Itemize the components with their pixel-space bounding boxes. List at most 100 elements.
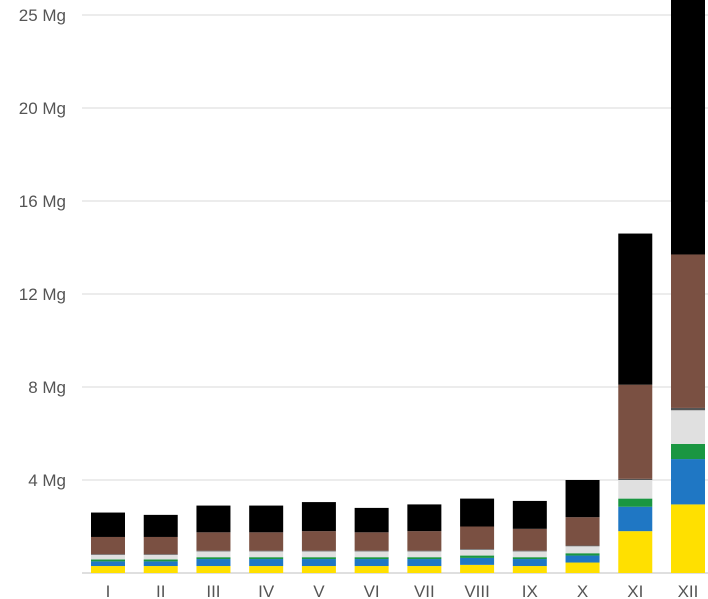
bar-segment [460, 549, 495, 556]
bar-segment [143, 536, 178, 555]
bar-segment [618, 478, 653, 480]
bar-segment [565, 555, 600, 563]
bar-segment [301, 557, 336, 560]
bar-segment [618, 531, 653, 573]
bar-segment [460, 498, 495, 527]
bar-segment [196, 559, 231, 567]
bar-segment [407, 566, 442, 573]
bar-segment [512, 551, 547, 558]
bar-segment [301, 559, 336, 567]
bar-segment [460, 555, 495, 558]
bar-segment [354, 550, 389, 552]
bar-segment [196, 557, 231, 560]
bar-segment [512, 566, 547, 573]
y-tick-label: 25 Mg [19, 6, 66, 25]
bar-segment [196, 532, 231, 551]
bar-segment [460, 526, 495, 550]
y-axis-ticks: 4 Mg 8 Mg 12 Mg 16 Mg 20 Mg 25 Mg [19, 6, 66, 490]
bar-segment [354, 557, 389, 560]
y-tick-label: 4 Mg [28, 471, 66, 490]
bar-segment [91, 554, 125, 560]
bar-segment [354, 532, 389, 551]
bar-segment [249, 559, 284, 567]
bar-segment [407, 531, 442, 551]
y-tick-label: 8 Mg [28, 378, 66, 397]
y-tick-label: 20 Mg [19, 99, 66, 118]
y-tick-label: 12 Mg [19, 285, 66, 304]
bar-segment [143, 554, 178, 555]
bar-segment [618, 506, 653, 532]
x-tick-label: I [106, 582, 111, 599]
bar-segment [671, 504, 705, 573]
bar-segment [512, 559, 547, 567]
bar-segment [407, 559, 442, 567]
x-tick-label: XI [627, 582, 643, 599]
x-tick-label: IV [258, 582, 275, 599]
bar-segment [196, 550, 231, 552]
bar-segment [196, 566, 231, 573]
bar-segment [407, 551, 442, 558]
bar-segment [143, 561, 178, 567]
bar-segment [354, 507, 389, 533]
bar-segment [91, 561, 125, 567]
bar-segment [249, 566, 284, 573]
bar-segment [618, 233, 653, 385]
bar-segment [460, 549, 495, 550]
bar-segment [565, 546, 600, 554]
bar-segment [91, 554, 125, 555]
bar-segment [91, 566, 125, 573]
bar-segment [91, 512, 125, 537]
bar-segment [196, 551, 231, 558]
bar-segment [671, 407, 705, 411]
bar-segment [407, 557, 442, 560]
bar-segment [407, 504, 442, 532]
bar-segment [143, 559, 178, 562]
bars [91, 0, 705, 573]
bar-segment [249, 505, 284, 533]
bar-segment [354, 551, 389, 558]
x-tick-label: II [156, 582, 165, 599]
bar-segment [249, 532, 284, 551]
x-axis-ticks: I II III IV V VI VII VIII IX X XI XII [106, 582, 699, 599]
bar-segment [671, 410, 705, 444]
bar-segment [354, 566, 389, 573]
bar-segment [143, 554, 178, 560]
bar-segment [196, 505, 231, 533]
bar-segment [301, 550, 336, 552]
x-tick-label: VI [364, 582, 380, 599]
bar-segment [354, 559, 389, 567]
x-tick-label: IX [522, 582, 538, 599]
bar-segment [512, 500, 547, 529]
bar-segment [143, 514, 178, 537]
bar-segment [301, 531, 336, 551]
x-tick-label: XII [678, 582, 699, 599]
x-tick-label: III [206, 582, 220, 599]
bar-segment [671, 0, 705, 255]
bar-segment [512, 557, 547, 560]
bar-segment [460, 564, 495, 573]
bar-segment [143, 566, 178, 573]
bar-segment [91, 559, 125, 562]
bar-segment [565, 480, 600, 518]
y-tick-label: 16 Mg [19, 192, 66, 211]
bar-segment [301, 502, 336, 532]
x-tick-label: VII [414, 582, 435, 599]
bar-segment [618, 480, 653, 499]
bar-segment [91, 536, 125, 555]
bar-segment [671, 459, 705, 505]
bar-segment [249, 550, 284, 552]
x-tick-label: V [313, 582, 325, 599]
bar-segment [618, 498, 653, 507]
bar-segment [249, 557, 284, 560]
bar-segment [671, 254, 705, 408]
bar-segment [618, 384, 653, 479]
bar-segment [565, 545, 600, 547]
bar-segment [301, 566, 336, 573]
bar-segment [407, 550, 442, 552]
grid-lines [82, 14, 708, 574]
bar-segment [565, 562, 600, 573]
bar-segment [565, 517, 600, 546]
bar-segment [249, 551, 284, 558]
bar-segment [301, 551, 336, 558]
